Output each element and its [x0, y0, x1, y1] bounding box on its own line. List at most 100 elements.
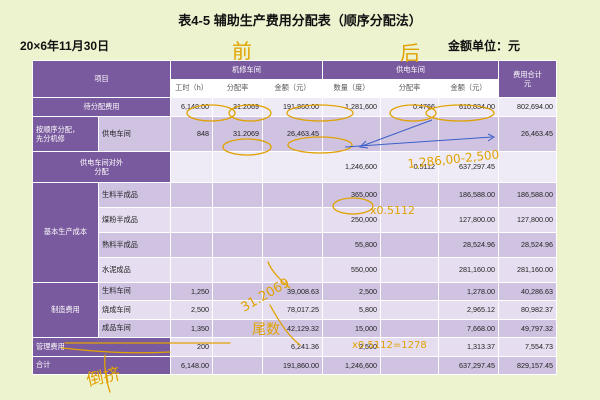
- header-hours: 工时（h）: [170, 78, 214, 98]
- cell: 28,524.96: [438, 231, 500, 258]
- table-row: 水泥成品 550,000 281,160.00 281,160.00: [33, 256, 558, 283]
- row-label: 煤粉半成品: [97, 206, 172, 233]
- table-title: 表4-5 辅助生产费用分配表（顺序分配法）: [178, 13, 422, 28]
- section-power-ext: 供电车间对外 分配: [31, 150, 172, 183]
- cell: 127,800.00: [438, 206, 500, 233]
- note-calc4: 尾数: [252, 322, 280, 338]
- cell: 0.5112: [380, 150, 440, 183]
- row-label: 成品车间: [97, 318, 172, 338]
- note-qian: 前: [232, 39, 252, 63]
- arrows: [344, 119, 495, 149]
- arrow-head-left: [358, 140, 369, 149]
- header-item: 项目: [31, 60, 172, 98]
- header-total-line1: 费用合计: [513, 70, 542, 79]
- table-row: 制造费用 生料车间 1,250 39,008.63 2,500 1,278.00…: [32, 281, 558, 338]
- cell: 2,500: [322, 337, 382, 357]
- table-row: 合计 6,148.00 191,860.00 1,246,600 637,297…: [31, 355, 558, 375]
- section-seq-line1: 按顺序分配，: [36, 124, 80, 134]
- table-row: 管理费用 200 6,241.36 2,500 1,313.37 7,554.7…: [31, 337, 558, 357]
- note-daoji: 倒挤: [85, 364, 122, 391]
- row-label: 供电车间: [97, 115, 172, 152]
- circle-amount2: [425, 104, 495, 122]
- cell: 2,500: [170, 300, 214, 320]
- circle-rate2: [389, 104, 437, 122]
- section-mfg: 制造费用: [32, 281, 99, 338]
- ink-strokes: [61, 261, 301, 393]
- allocation-table: 项目 机修车间 供电车间 费用合计 元 工时（h） 分配率 金额（元） 数量（度…: [31, 60, 558, 375]
- cell: 40,286.63: [498, 281, 558, 301]
- table-row: 熟料半成品 55,800 28,524.96 28,524.96: [33, 231, 558, 258]
- section-power-ext-line2: 分配: [94, 166, 109, 176]
- section-basic: 基本生产成本: [32, 181, 99, 283]
- section-seq-line2: 先分机修: [36, 133, 65, 143]
- cell: 550,000: [322, 256, 382, 283]
- table-row: 供电车间对外 分配 1,246,600 0.5112 637,297.45: [31, 150, 558, 183]
- header-row-2: 工时（h） 分配率 金额（元） 数量（度） 分配率 金额（元）: [33, 78, 557, 98]
- circle-raw-qty: [332, 197, 374, 215]
- cell: 637,297.45: [438, 355, 500, 375]
- cell: 191,860.00: [262, 355, 324, 375]
- cell: 39,008.63: [262, 281, 324, 301]
- cell: 55,800: [322, 231, 382, 258]
- header-qty: 数量（度）: [322, 78, 382, 98]
- cell: 7,554.73: [498, 337, 558, 357]
- header-repair-dept: 机修车间: [170, 60, 324, 80]
- row-label: 水泥成品: [97, 256, 172, 283]
- section-power-ext-line1: 供电车间对外: [79, 157, 124, 167]
- row-label: 烧成车间: [97, 300, 172, 320]
- cell: 848: [170, 115, 214, 152]
- amount-unit: 金额单位：元: [448, 39, 521, 53]
- cell: 28,524.96: [498, 231, 558, 258]
- cell: 281,160.00: [498, 256, 558, 283]
- cell: 80,982.37: [498, 300, 558, 320]
- cell: 281,160.00: [438, 256, 500, 283]
- table-row: 成品车间 1,350 42,129.32 15,000 7,668.00 49,…: [33, 318, 558, 338]
- cell: 26,463.45: [262, 115, 324, 152]
- circle-amount: [286, 104, 354, 122]
- header-row-1: 项目 机修车间 供电车间 费用合计 元: [31, 60, 558, 98]
- circle-power-rate: [222, 138, 272, 156]
- cell: 6,148.00: [170, 355, 214, 375]
- header-total-line2: 元: [523, 79, 532, 88]
- cell: 42,129.32: [262, 318, 324, 338]
- cell: 1,250: [170, 281, 214, 301]
- table-row: 煤粉半成品 250,000 127,800.00 127,800.00: [33, 206, 558, 233]
- header-total: 费用合计 元: [498, 60, 558, 98]
- header-rate2: 分配率: [380, 78, 440, 98]
- cell: 49,797.32: [498, 318, 558, 338]
- cell: 127,800.00: [498, 206, 558, 233]
- header-amount: 金额（元）: [262, 78, 324, 98]
- note-calc5: x0.5112=1278: [352, 340, 427, 351]
- cell: 78,017.25: [262, 300, 324, 320]
- table-row: 待分配费用 6,148.00 31.2069 191,860.00 1,281,…: [31, 97, 558, 117]
- circle-hours: [186, 104, 236, 122]
- arrow-right: [344, 136, 493, 148]
- cell: 829,157.45: [498, 355, 558, 375]
- arrow-head-right: [487, 133, 495, 142]
- arrow-left: [361, 119, 433, 147]
- cell: 186,588.00: [438, 181, 500, 208]
- note-calc3: 31.2069: [239, 276, 293, 316]
- row-label: 合计: [31, 355, 172, 375]
- note-calc1: 1,286,00-2,500: [407, 147, 500, 171]
- table-row: 基本生产成本 生料半成品 365,000 186,588.00 186,588.…: [32, 181, 558, 283]
- cell: 31.2069: [212, 115, 264, 152]
- cell: 1,278.00: [438, 281, 500, 301]
- note-hou: 后: [400, 41, 420, 65]
- cell: 1,313.37: [438, 337, 500, 357]
- circle-rate: [228, 104, 272, 122]
- cell: 15,000: [322, 318, 382, 338]
- cell: 1,246,600: [322, 355, 382, 375]
- cell: 1,246,600: [322, 150, 382, 183]
- circle-power-amount: [287, 136, 353, 154]
- cell: 186,588.00: [498, 181, 558, 208]
- cell: 365,000: [322, 181, 382, 208]
- note-calc2: x0.5112: [370, 204, 415, 217]
- cell: 637,297.45: [438, 150, 500, 183]
- cell: 26,463.45: [498, 115, 558, 152]
- cell: 1,350: [170, 318, 214, 338]
- cell: 610,834.00: [438, 97, 500, 117]
- row-label: 熟料半成品: [97, 231, 172, 258]
- report-date: 20×6年11月30日: [20, 39, 110, 53]
